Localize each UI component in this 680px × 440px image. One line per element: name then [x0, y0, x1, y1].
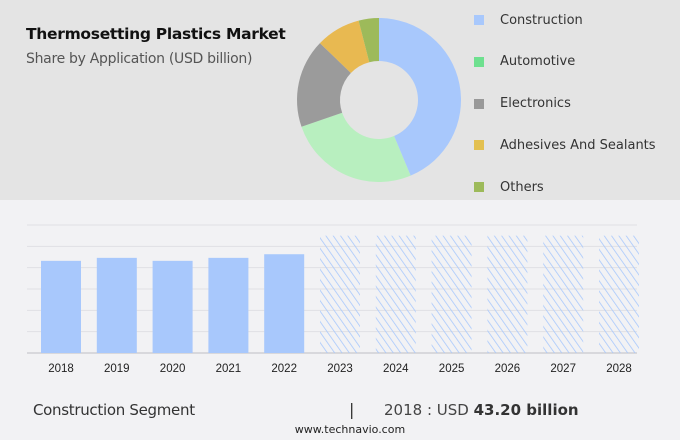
segment-label: Construction Segment — [33, 401, 195, 419]
x-tick-label: 2025 — [439, 363, 465, 375]
chart-title: Thermosetting Plastics Market — [26, 25, 286, 43]
bar-chart: 2018 2019 2020 2021 2022 2023 2024 2025 2026 2027… — [27, 224, 639, 375]
legend-swatch — [474, 56, 484, 67]
forecast-bar — [431, 235, 472, 353]
forecast-bar — [543, 235, 584, 353]
forecast-bar — [320, 235, 360, 353]
legend-label: Electronics — [500, 96, 571, 112]
x-tick-label: 2024 — [383, 363, 409, 375]
bar — [264, 254, 305, 353]
x-tick-label: 2028 — [606, 363, 632, 375]
slice-others — [358, 18, 379, 63]
bar — [41, 260, 81, 353]
donut-chart — [297, 18, 461, 182]
x-tick-label: 2018 — [48, 363, 74, 375]
x-tick-label: 2019 — [104, 363, 130, 375]
bar — [152, 260, 193, 353]
bar — [208, 257, 249, 353]
x-tick-label: 2021 — [216, 363, 242, 375]
x-tick-label: 2020 — [160, 363, 186, 375]
slice-adhesives-and-sealants — [319, 20, 370, 73]
separator: | — [349, 400, 355, 419]
legend-swatch — [474, 15, 484, 25]
legend-item: Others — [474, 179, 544, 195]
x-tick-label: 2023 — [327, 363, 353, 375]
forecast-bar — [599, 235, 639, 353]
legend-item: Electronics — [474, 96, 571, 112]
slice-automotive — [301, 112, 411, 182]
legend-label: Adhesives And Sealants — [500, 137, 656, 153]
site-url: www.technavio.com — [294, 423, 406, 436]
legend-swatch — [474, 182, 484, 193]
legend-swatch — [474, 98, 484, 109]
segment-value: 2018 : USD 43.20 billion — [384, 401, 579, 419]
legend-label: Construction — [500, 12, 583, 28]
forecast-bar — [487, 235, 528, 353]
value-text: 43.20 billion — [473, 401, 579, 419]
x-tick-label: 2022 — [271, 363, 297, 375]
year-label: 2018 : USD — [384, 401, 469, 419]
legend-label: Others — [500, 179, 544, 195]
legend-item: Construction — [474, 12, 583, 28]
bar — [96, 257, 137, 353]
legend-item: Automotive — [474, 54, 575, 70]
slice-electronics — [297, 43, 351, 127]
legend-item: Adhesives And Sealants — [474, 137, 656, 153]
x-tick-label: 2027 — [550, 363, 576, 375]
legend-swatch — [474, 140, 484, 151]
slice-construction — [379, 18, 461, 176]
chart-subtitle: Share by Application (USD billion) — [26, 51, 253, 67]
x-tick-label: 2026 — [495, 363, 521, 375]
forecast-bar — [375, 235, 416, 353]
legend-label: Automotive — [500, 54, 576, 70]
